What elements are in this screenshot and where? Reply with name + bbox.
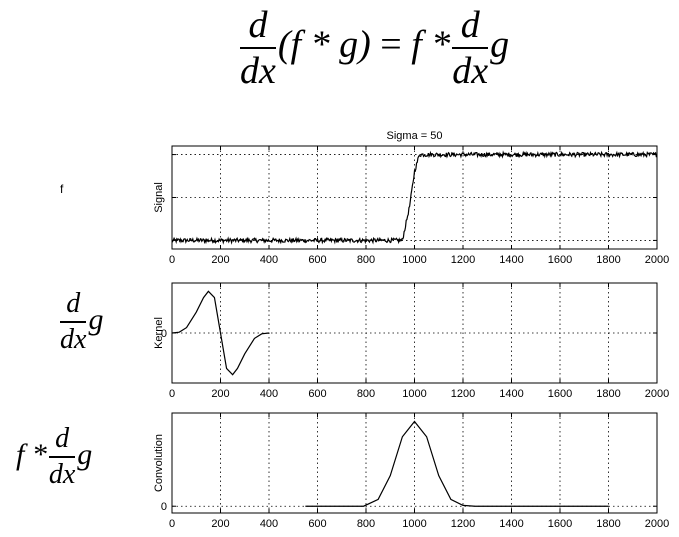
conv-prefix: f * — [16, 437, 47, 471]
frac-denominator: dx — [48, 459, 76, 490]
frac-numerator: d — [60, 290, 87, 323]
x-tick-label: 1800 — [596, 518, 620, 530]
series-line-1 — [171, 150, 658, 245]
x-tick-label: 1600 — [548, 254, 572, 266]
lhs-expression: (f * g) — [277, 23, 371, 66]
frac-numerator: d — [240, 6, 276, 49]
x-tick-label: 600 — [308, 518, 326, 530]
x-tick-label: 1400 — [499, 388, 523, 400]
rhs-derivative-operator: d dx — [452, 6, 489, 92]
x-tick-label: 800 — [357, 254, 375, 266]
y-axis-label: Convolution — [153, 434, 165, 492]
equals-sign: = — [380, 23, 402, 66]
x-tick-label: 400 — [260, 388, 278, 400]
x-tick-label: 2000 — [645, 254, 669, 266]
x-tick-label: 1200 — [451, 254, 475, 266]
x-tick-label: 400 — [260, 518, 278, 530]
rhs-prefix: f * — [411, 23, 451, 66]
label-g: g — [77, 437, 93, 471]
series-line-3 — [305, 420, 609, 507]
x-tick-label: 0 — [169, 518, 175, 530]
x-tick-label: 200 — [211, 388, 229, 400]
label-derivative-g: d dx g — [58, 290, 103, 354]
x-tick-label: 600 — [308, 254, 326, 266]
x-tick-label: 1600 — [548, 388, 572, 400]
x-tick-label: 1000 — [402, 518, 426, 530]
series-line-2 — [171, 290, 270, 376]
x-tick-label: 2000 — [645, 518, 669, 530]
x-tick-label: 400 — [260, 254, 278, 266]
x-tick-label: 1200 — [451, 518, 475, 530]
x-tick-label: 1400 — [499, 518, 523, 530]
x-tick-label: 200 — [211, 518, 229, 530]
x-tick-label: 1800 — [596, 388, 620, 400]
derivative-operator: d dx — [60, 290, 87, 355]
derivative-operator: d dx — [48, 425, 76, 490]
x-tick-label: 0 — [169, 388, 175, 400]
derivative-operator: d dx — [240, 6, 276, 90]
frac-denominator: dx — [452, 50, 489, 92]
x-tick-label: 1000 — [402, 388, 426, 400]
x-tick-label: 1800 — [596, 254, 620, 266]
y-axis-label: Kernel — [153, 317, 165, 349]
x-tick-label: 800 — [357, 388, 375, 400]
x-tick-label: 2000 — [645, 388, 669, 400]
y-tick-label: 0 — [161, 328, 167, 340]
x-tick-label: 1000 — [402, 254, 426, 266]
frac-numerator: d — [48, 425, 76, 458]
main-equation: d dx (f * g) = f * d dx g — [238, 6, 509, 90]
rhs-g: g — [490, 23, 510, 66]
x-tick-label: 600 — [308, 388, 326, 400]
frac-denominator: dx — [60, 324, 87, 355]
label-convolution: f * d dx g — [16, 425, 92, 489]
y-axis-label: Signal — [153, 182, 165, 213]
x-tick-label: 200 — [211, 254, 229, 266]
frac-numerator: d — [452, 6, 489, 49]
label-g: g — [88, 302, 104, 336]
label-f: f — [60, 182, 64, 196]
chart-title: Sigma = 50 — [387, 130, 443, 142]
x-tick-label: 800 — [357, 518, 375, 530]
x-tick-label: 1600 — [548, 518, 572, 530]
frac-denominator: dx — [240, 50, 276, 92]
x-tick-label: 0 — [169, 254, 175, 266]
y-tick-label: 0 — [161, 501, 167, 513]
x-tick-label: 1400 — [499, 254, 523, 266]
x-tick-label: 1200 — [451, 388, 475, 400]
